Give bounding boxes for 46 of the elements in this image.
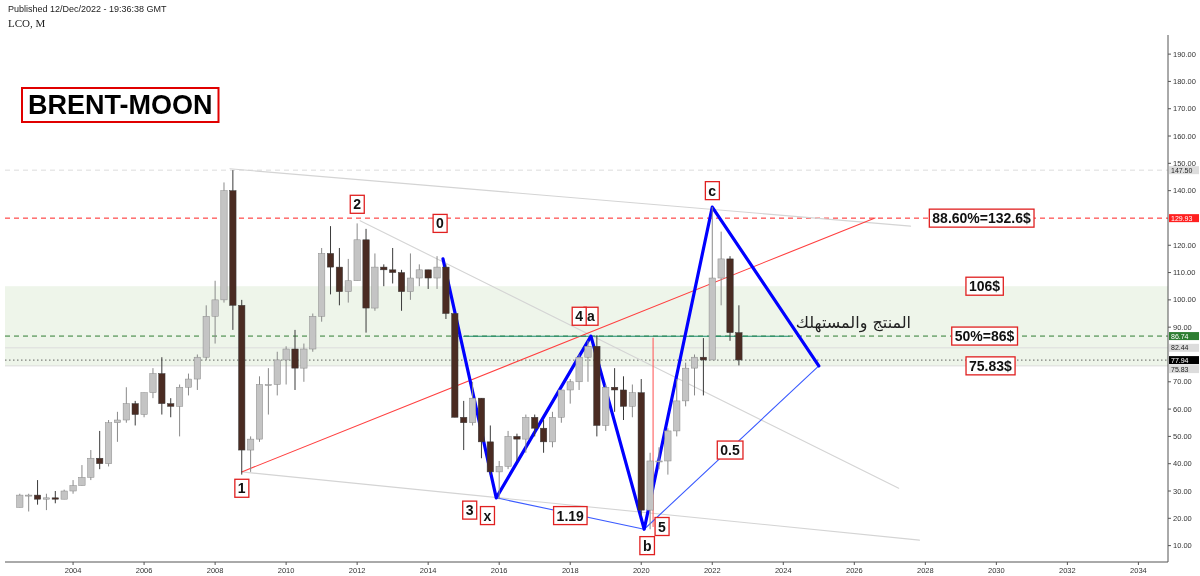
note: x: [479, 505, 496, 526]
candlestick: [691, 353, 698, 396]
candlestick: [611, 367, 619, 413]
note: 75.83$: [965, 356, 1016, 376]
annotation: 5: [658, 518, 667, 535]
candlestick: [96, 430, 104, 470]
note: 5: [654, 516, 670, 537]
annotation: 1: [237, 480, 246, 497]
candlestick: [131, 400, 139, 426]
candlestick: [185, 373, 192, 396]
candlestick: [34, 479, 41, 506]
candlestick: [291, 329, 299, 391]
annotation: x: [483, 507, 492, 524]
note: 1: [234, 478, 250, 498]
note: 0: [432, 213, 448, 234]
note: 50%=86$: [951, 326, 1019, 346]
note: 1.19: [552, 505, 588, 526]
text: Published 12/Dec/2022 - 19:36:38 GMT: [8, 4, 168, 14]
annotation: 2: [353, 196, 362, 213]
annotation: 4: [575, 308, 584, 325]
note: b: [639, 535, 656, 556]
annotation: 3: [465, 502, 474, 519]
annotation: b: [642, 537, 652, 554]
note: 0.5: [716, 440, 744, 460]
note: 106$: [965, 276, 1004, 296]
candlestick: [176, 384, 184, 437]
candlestick: [522, 414, 530, 454]
title: BRENT-MOON: [21, 87, 220, 123]
candlestick: [699, 337, 707, 396]
note: 2: [349, 194, 365, 214]
candlestick: [424, 269, 432, 290]
note: c: [704, 181, 720, 201]
chart-subtitle: LCO, M: [8, 17, 46, 29]
candlestick: [327, 225, 334, 295]
note: 3: [462, 500, 478, 520]
annotation: 0: [436, 215, 445, 232]
candlestick: [433, 255, 441, 290]
candlestick: [513, 433, 521, 462]
annotation: a: [587, 308, 596, 325]
candlestick: [247, 435, 255, 473]
note: المنتج والمستهلك: [795, 313, 912, 333]
note: 88.60%=132.6$: [928, 208, 1035, 228]
annotation: c: [708, 182, 717, 199]
candlestick: [628, 384, 636, 418]
note: 4: [571, 306, 587, 326]
candlestick: [620, 375, 627, 421]
